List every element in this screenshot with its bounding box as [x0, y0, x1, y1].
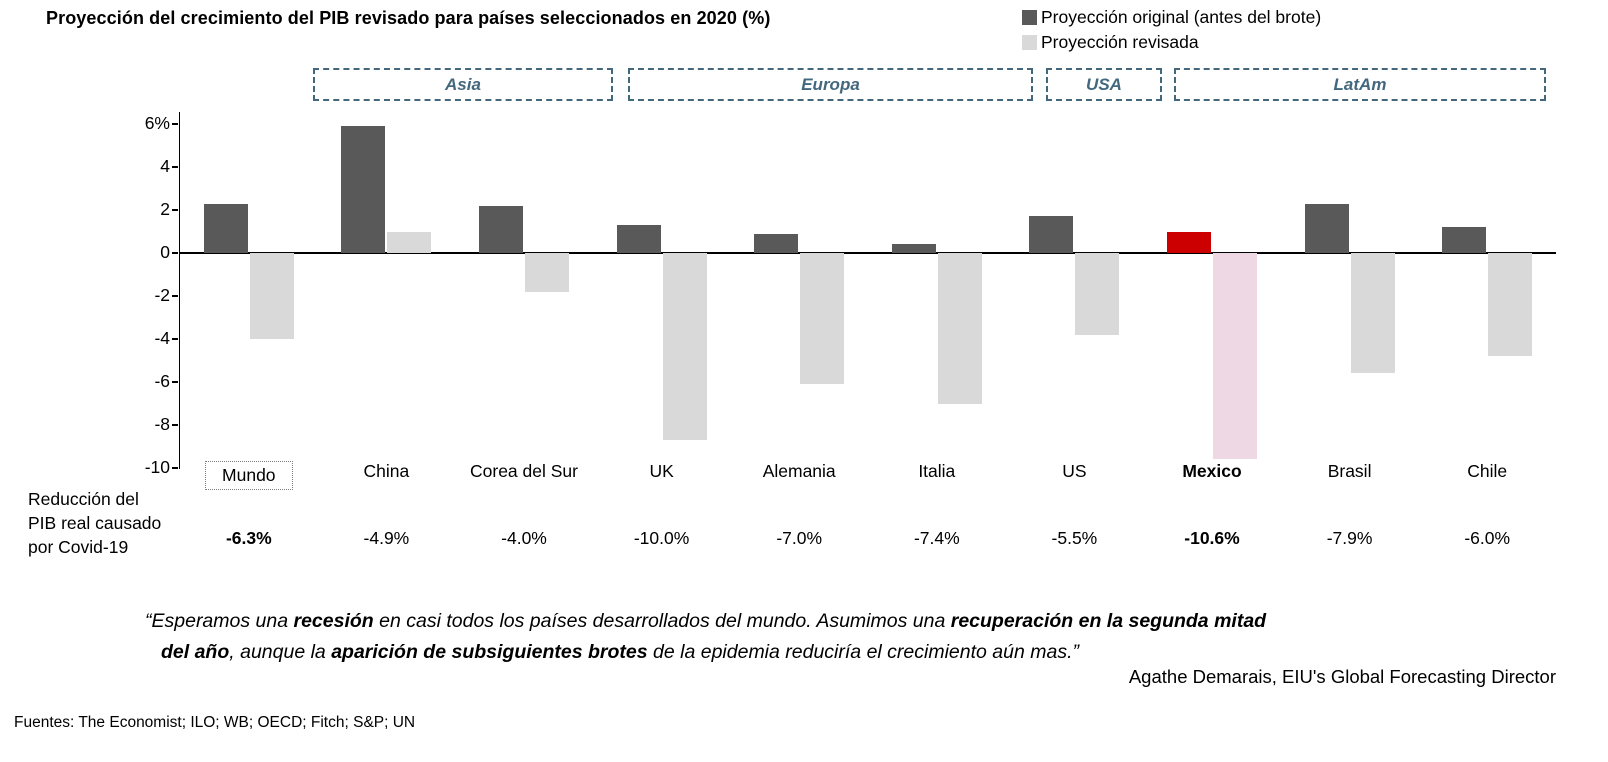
region-box-asia: Asia — [313, 68, 613, 101]
bar-original-alemania — [754, 233, 799, 253]
region-box-latam: LatAm — [1174, 68, 1546, 101]
bar-original-mexico — [1167, 231, 1211, 253]
y-tick-label: 2 — [160, 199, 170, 219]
sources-note: Fuentes: The Economist; ILO; WB; OECD; F… — [14, 714, 416, 731]
category-label-alemania: Alemania — [762, 461, 836, 481]
category-label-brasil: Brasil — [1327, 461, 1372, 481]
y-tick-label: 4 — [160, 156, 170, 176]
bar-original-chile — [1442, 227, 1487, 253]
region-box-europa: Europa — [628, 68, 1033, 101]
y-tick-mark — [172, 123, 178, 125]
bar-revised-us — [1075, 253, 1120, 335]
legend-item: Proyección revisada — [1022, 30, 1321, 55]
bar-revised-alemania — [800, 253, 845, 385]
y-tick-label: -8 — [154, 414, 170, 434]
category-label-mexico: Mexico — [1182, 461, 1242, 481]
category-label-italia: Italia — [918, 461, 956, 481]
y-tick-label: -10 — [144, 457, 170, 477]
chart-title: Proyección del crecimiento del PIB revis… — [46, 8, 771, 28]
category-label-corea-del-sur: Corea del Sur — [470, 461, 578, 481]
bar-revised-china — [387, 231, 432, 253]
quote-segment: , aunque la — [229, 641, 332, 663]
y-tick-mark — [172, 424, 178, 426]
category-label-china: China — [363, 461, 410, 481]
y-tick-label: -6 — [154, 371, 170, 391]
region-box-usa: USA — [1046, 68, 1162, 101]
quote-segment: del año — [161, 641, 230, 663]
category-label-uk: UK — [649, 461, 674, 481]
bar-revised-brasil — [1350, 253, 1395, 374]
quote-segment: recesión — [293, 610, 374, 632]
reduction-value-uk: -10.0% — [633, 528, 690, 548]
reduction-value-mexico: -10.6% — [1184, 528, 1240, 548]
reduction-value-brasil: -7.9% — [1326, 528, 1373, 548]
bar-original-corea-del-sur — [479, 205, 523, 253]
category-label-us: US — [1062, 461, 1087, 481]
bar-original-mundo — [203, 203, 248, 253]
bar-original-italia — [891, 244, 936, 253]
bar-revised-chile — [1488, 253, 1533, 357]
category-label-mundo: Mundo — [180, 461, 318, 490]
bar-original-us — [1029, 216, 1074, 253]
legend-label: Proyección revisada — [1041, 32, 1199, 52]
y-tick-mark — [172, 209, 178, 211]
reduction-value-alemania: -7.0% — [776, 528, 823, 548]
quote-segment: aparición de subsiguientes brotes — [331, 641, 648, 663]
y-axis-line — [178, 112, 180, 469]
bar-revised-mexico — [1213, 253, 1257, 460]
quote-segment: de la epidemia reduciría el crecimiento … — [647, 641, 1079, 663]
quote-segment: recuperación en la segunda mitad — [950, 610, 1267, 632]
reduction-value-mundo: -6.3% — [225, 528, 272, 548]
x-axis-zero-line — [180, 252, 1556, 254]
quote-segment: en casi todos los países desarrollados d… — [373, 610, 951, 632]
bar-revised-mundo — [249, 253, 294, 339]
y-tick-label: 0 — [160, 242, 170, 262]
category-label-chile: Chile — [1467, 461, 1508, 481]
reduction-value-corea-del-sur: -4.0% — [501, 528, 547, 548]
y-tick-mark — [172, 252, 178, 254]
y-tick-mark — [172, 166, 178, 168]
reduction-value-china: -4.9% — [363, 528, 410, 548]
region-label-europa: Europa — [801, 74, 860, 94]
quote-line-2: del año, aunque la aparición de subsigui… — [145, 637, 1266, 668]
y-tick-mark — [172, 381, 178, 383]
region-label-latam: LatAm — [1333, 74, 1387, 94]
reduction-value-italia: -7.4% — [913, 528, 960, 548]
quote-attribution: Agathe Demarais, EIU's Global Forecastin… — [1128, 666, 1556, 687]
legend-label: Proyección original (antes del brote) — [1041, 7, 1322, 27]
y-tick-mark — [172, 467, 178, 469]
bar-revised-corea-del-sur — [525, 253, 569, 292]
y-tick-label: 6% — [144, 113, 170, 133]
legend-item: Proyección original (antes del brote) — [1022, 5, 1321, 30]
y-tick-mark — [172, 338, 178, 340]
category-label-box: Mundo — [205, 461, 293, 490]
reduction-value-chile: -6.0% — [1464, 528, 1511, 548]
y-tick-label: -2 — [154, 285, 170, 305]
quote-segment: “Esperamos una — [145, 610, 294, 632]
y-tick-label: -4 — [154, 328, 170, 348]
bar-revised-uk — [662, 253, 707, 441]
bar-original-brasil — [1304, 203, 1349, 253]
reduction-value-us: -5.5% — [1051, 528, 1098, 548]
quote-block: “Esperamos una recesión en casi todos lo… — [145, 606, 1266, 668]
bar-original-uk — [616, 225, 661, 253]
revised-swatch — [1022, 35, 1037, 50]
chart-legend: Proyección original (antes del brote) Pro… — [1022, 5, 1321, 55]
region-label-usa: USA — [1086, 74, 1122, 94]
bar-original-china — [341, 126, 386, 253]
reduction-row-caption: Reducción del PIB real causado por Covid… — [28, 489, 162, 557]
original-swatch — [1022, 10, 1037, 25]
y-tick-mark — [172, 295, 178, 297]
bar-revised-italia — [937, 253, 982, 404]
quote-line-1: “Esperamos una recesión en casi todos lo… — [145, 606, 1266, 637]
region-label-asia: Asia — [445, 74, 481, 94]
